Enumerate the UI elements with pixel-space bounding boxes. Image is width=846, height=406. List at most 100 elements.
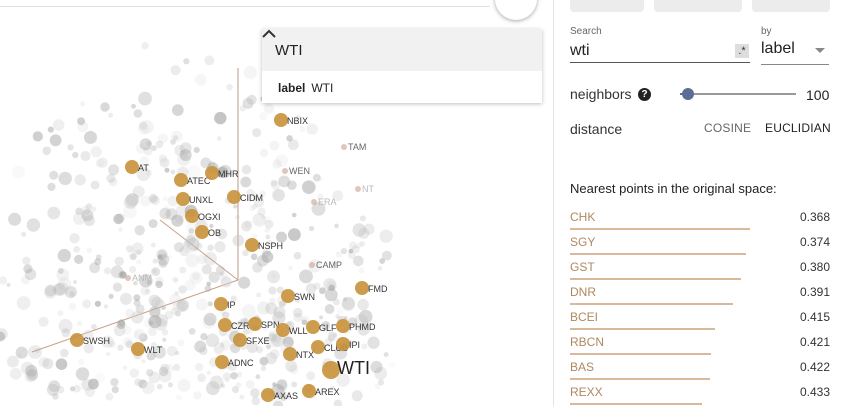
point-label: ERA [318, 197, 337, 207]
home-button[interactable] [495, 0, 537, 20]
data-point [166, 345, 178, 357]
distance-euclidian-button[interactable]: EUCLIDIAN [765, 121, 831, 135]
data-point [341, 144, 347, 150]
highlighted-point [276, 323, 290, 337]
point-label: UNXL [189, 195, 213, 205]
data-point [299, 126, 306, 133]
data-point [370, 360, 383, 374]
tab-stub-3[interactable] [752, 0, 830, 12]
data-point [55, 358, 68, 371]
nearest-point-item[interactable]: RBCN 0.421 [570, 331, 830, 356]
highlighted-point [336, 319, 350, 333]
data-point [309, 206, 315, 211]
highlighted-point [274, 113, 288, 127]
data-point [205, 333, 220, 348]
data-point [299, 269, 313, 284]
neighbors-slider-thumb[interactable] [682, 88, 694, 100]
data-point [148, 294, 161, 307]
point-label: TAM [348, 142, 366, 152]
data-point [226, 84, 233, 91]
data-point [196, 242, 203, 249]
data-point [171, 214, 184, 227]
data-point [326, 289, 337, 300]
scatter-plot[interactable]: NBIX AT ATEC MHR UNXL CIDM OGXI OB NSPH FMD SWN IP C… [0, 0, 553, 406]
data-point [252, 192, 258, 197]
data-point [311, 202, 326, 216]
nearest-point-bar [570, 403, 702, 405]
data-point [129, 253, 137, 261]
data-point [259, 356, 269, 366]
highlighted-point [185, 209, 199, 223]
nearest-point-name: GST [570, 260, 595, 274]
data-point [357, 298, 370, 311]
nearest-point-item[interactable]: REXX 0.433 [570, 381, 830, 406]
data-point [367, 323, 373, 329]
data-point [262, 248, 271, 257]
data-point [293, 312, 303, 322]
chevron-up-icon[interactable] [262, 29, 276, 38]
data-point [333, 298, 340, 306]
regex-toggle[interactable]: .* [735, 44, 749, 58]
data-point [57, 248, 71, 263]
help-icon[interactable]: ? [638, 88, 651, 101]
data-point [323, 321, 330, 328]
data-point [268, 286, 277, 295]
neighbors-slider-track[interactable] [680, 93, 796, 95]
data-point [91, 206, 97, 212]
data-point [217, 271, 228, 282]
data-point [322, 326, 332, 336]
nearest-point-distance: 0.380 [799, 260, 830, 274]
tab-stub-1[interactable] [570, 0, 644, 12]
data-point [328, 331, 335, 337]
data-point [203, 251, 217, 266]
point-label: SPN [261, 320, 280, 330]
nearest-point-item[interactable]: BCEI 0.415 [570, 306, 830, 331]
nearest-point-item[interactable]: DNR 0.391 [570, 281, 830, 306]
data-point [358, 267, 365, 274]
data-point [138, 91, 152, 106]
nearest-point-name: RBCN [570, 335, 605, 349]
nearest-point-item[interactable]: BAS 0.422 [570, 356, 830, 381]
nearest-point-item[interactable]: CHK 0.368 [570, 206, 830, 231]
search-input[interactable] [570, 40, 750, 63]
projection-canvas[interactable]: NBIX AT ATEC MHR UNXL CIDM OGXI OB NSPH FMD SWN IP C… [0, 0, 553, 406]
data-point [144, 288, 151, 295]
data-point [379, 229, 393, 243]
data-point [273, 400, 284, 406]
data-point [26, 368, 39, 381]
distance-label: distance [570, 121, 623, 137]
highlighted-point [311, 340, 325, 354]
data-point [34, 348, 40, 354]
data-point [216, 228, 228, 240]
data-point [75, 207, 83, 215]
tab-stub-2[interactable] [654, 0, 742, 12]
data-point [270, 180, 281, 190]
highlighted-point [281, 289, 295, 303]
data-point [111, 386, 119, 394]
distance-cosine-button[interactable]: COSINE [704, 121, 752, 135]
nearest-point-name: REXX [570, 385, 603, 399]
data-point [268, 333, 277, 342]
data-point [359, 241, 365, 247]
highlighted-point [131, 342, 145, 356]
data-point [183, 58, 190, 65]
data-point [173, 135, 179, 141]
point-label: NTX [296, 350, 314, 360]
data-point [193, 146, 200, 153]
data-point [327, 332, 337, 342]
data-point [260, 365, 267, 372]
data-point [42, 358, 54, 370]
data-point [26, 218, 41, 232]
search-by-select[interactable]: label [761, 40, 829, 65]
data-point [265, 302, 278, 315]
selected-point-header[interactable]: WTI [262, 29, 542, 71]
data-point [86, 247, 93, 254]
data-point [174, 350, 180, 356]
nearest-point-item[interactable]: SGY 0.374 [570, 231, 830, 256]
data-point [140, 195, 151, 207]
data-point [216, 166, 229, 179]
nearest-point-item[interactable]: GST 0.380 [570, 256, 830, 281]
data-point [276, 379, 288, 390]
search-by-value: label [761, 40, 795, 57]
data-point [101, 335, 114, 348]
